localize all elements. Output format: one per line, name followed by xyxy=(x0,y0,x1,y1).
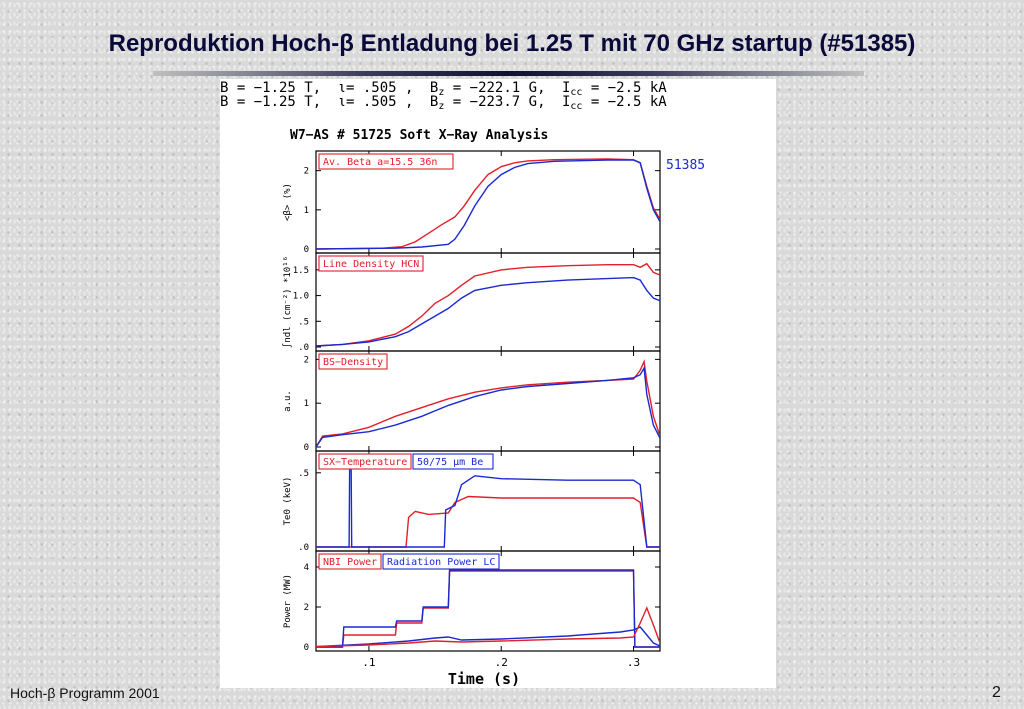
legend-label-power-1: Radiation Power LC xyxy=(387,557,495,568)
xtick-label-1: .2 xyxy=(495,656,508,669)
header-2-bz-sub: z xyxy=(438,101,444,112)
legend-box-power-0 xyxy=(318,553,382,570)
legend-box-power-1 xyxy=(382,553,500,570)
header-1-iota: ι= .505 , xyxy=(338,80,414,96)
series-te-blue xyxy=(316,457,660,548)
ytick-label-bs-0: 0 xyxy=(304,443,309,453)
series-power-blue-nbi xyxy=(316,569,660,648)
legend-box-bs-0 xyxy=(318,353,388,370)
header-1-bz-val: = −222.1 G, xyxy=(444,80,545,96)
x-axis: .1 .2 .3 xyxy=(362,656,640,669)
page-number: 2 xyxy=(992,684,1001,701)
series-te-red xyxy=(316,495,660,548)
xtick-label-2: .3 xyxy=(627,656,640,669)
ytick-label-te-1: .5 xyxy=(298,469,309,479)
series-beta-blue xyxy=(316,159,660,250)
panel-density: .0 .5 1.0 1.5∫ndl (cm⁻²) *10¹⁶ Line Density … xyxy=(282,252,661,353)
header-2-icc-val: = −2.5 kA xyxy=(582,94,667,110)
series-beta-red xyxy=(316,158,660,250)
legend-label-power-0: NBI Power xyxy=(323,557,377,568)
ytick-label-density-2: 1.0 xyxy=(293,292,309,302)
ytick-label-bs-2: 2 xyxy=(304,355,309,365)
xtick-label-0: .1 xyxy=(362,656,375,669)
header-2-bz: B xyxy=(430,94,438,110)
legend-box-density-0 xyxy=(318,255,424,272)
header-2-iota: ι= .505 , xyxy=(338,94,414,110)
legend-label-te-1: 50/75 μm Be xyxy=(417,457,483,468)
ylabel-density: ∫ndl (cm⁻²) *10¹⁶ xyxy=(282,256,293,348)
panel-beta: 0 1 2 <β> (%) Av. Beta a=15.5 36n xyxy=(283,150,661,255)
ytick-label-density-3: 1.5 xyxy=(293,266,309,276)
legend-label-density-0: Line Density HCN xyxy=(323,259,419,270)
ylabel-power: Power (MW) xyxy=(283,574,293,628)
header-1-b: B = −1.25 T, xyxy=(220,80,321,96)
ytick-label-bs-1: 1 xyxy=(304,399,309,409)
footer-program-label: Hoch-β Programm 2001 xyxy=(10,685,160,701)
panel-bs: 0 1 2 a.u. BS−Density xyxy=(283,350,661,453)
blue-shot-label: 51385 xyxy=(666,158,705,173)
header-1-bz-sub: z xyxy=(438,87,444,98)
header-1-icc-val: = −2.5 kA xyxy=(582,80,667,96)
ylabel-beta: <β> (%) xyxy=(283,183,293,221)
ytick-label-power-2: 4 xyxy=(304,563,309,573)
ylabel-bs: a.u. xyxy=(283,390,293,412)
series-power-red-nbi xyxy=(316,570,660,648)
ytick-label-beta-1: 1 xyxy=(304,206,309,216)
ytick-label-power-0: 0 xyxy=(304,643,309,653)
legend-box-beta-0 xyxy=(318,153,454,170)
series-power-blue-rad xyxy=(316,626,660,648)
ytick-label-density-0: .0 xyxy=(298,343,309,353)
legend-label-beta-0: Av. Beta a=15.5 36n xyxy=(323,157,437,168)
slide-title: Reproduktion Hoch-β Entladung bei 1.25 T… xyxy=(108,30,916,57)
series-power-red-rad xyxy=(316,606,660,648)
chart-panels: 012<β> (%)Av. Beta a=15.5 36n.0.51.01.5∫… xyxy=(282,150,661,653)
ytick-label-power-1: 2 xyxy=(304,603,309,613)
ytick-label-beta-0: 0 xyxy=(304,245,309,255)
series-density-blue xyxy=(316,276,660,347)
parameter-header: B = −1.25 T, ι= .505 , Bz = −222.1 G, Ic… xyxy=(220,80,667,112)
header-1-icc: I xyxy=(562,80,570,96)
header-1-bz: B xyxy=(430,80,438,96)
legend-box-te-1 xyxy=(412,453,494,470)
x-axis-label: Time (s) xyxy=(448,670,520,688)
chart-title: W7−AS # 51725 Soft X−Ray Analysis xyxy=(290,128,548,143)
ylabel-te: Te0 (keV) xyxy=(283,477,293,526)
header-2-bz-val: = −223.7 G, xyxy=(444,94,545,110)
header-2-icc-sub: cc xyxy=(570,101,582,112)
legend-label-bs-0: BS−Density xyxy=(323,357,383,368)
series-bs-red xyxy=(316,359,660,448)
ytick-label-te-0: .0 xyxy=(298,543,309,553)
header-2-icc: I xyxy=(562,94,570,110)
header-1-icc-sub: cc xyxy=(570,87,582,98)
header-line-1: B = −1.25 T, ι= .505 , Bz = −222.1 G, Ic… xyxy=(220,80,667,98)
panel-power: 0 2 4 Power (MW) NBI Power Radiation Power LC xyxy=(283,550,661,653)
figure-panel: B = −1.25 T, ι= .505 , Bz = −222.1 G, Ic… xyxy=(220,79,776,688)
multi-panel-chart: B = −1.25 T, ι= .505 , Bz = −222.1 G, Ic… xyxy=(220,80,705,688)
ytick-label-beta-2: 2 xyxy=(304,167,309,177)
header-2-b: B = −1.25 T, xyxy=(220,94,321,110)
series-density-red xyxy=(316,262,660,347)
legend-label-te-0: SX−Temperature xyxy=(323,457,407,468)
ytick-label-density-1: .5 xyxy=(298,317,309,327)
title-rule xyxy=(153,71,864,76)
panel-te: .0 .5 Te0 (keV) SX−Temperature 50/75 μm Be xyxy=(283,450,661,553)
legend-box-te-0 xyxy=(318,453,412,470)
series-bs-blue xyxy=(316,365,660,448)
panel-frame-power xyxy=(315,550,661,652)
header-line-2: B = −1.25 T, ι= .505 , Bz = −223.7 G, Ic… xyxy=(220,94,667,112)
